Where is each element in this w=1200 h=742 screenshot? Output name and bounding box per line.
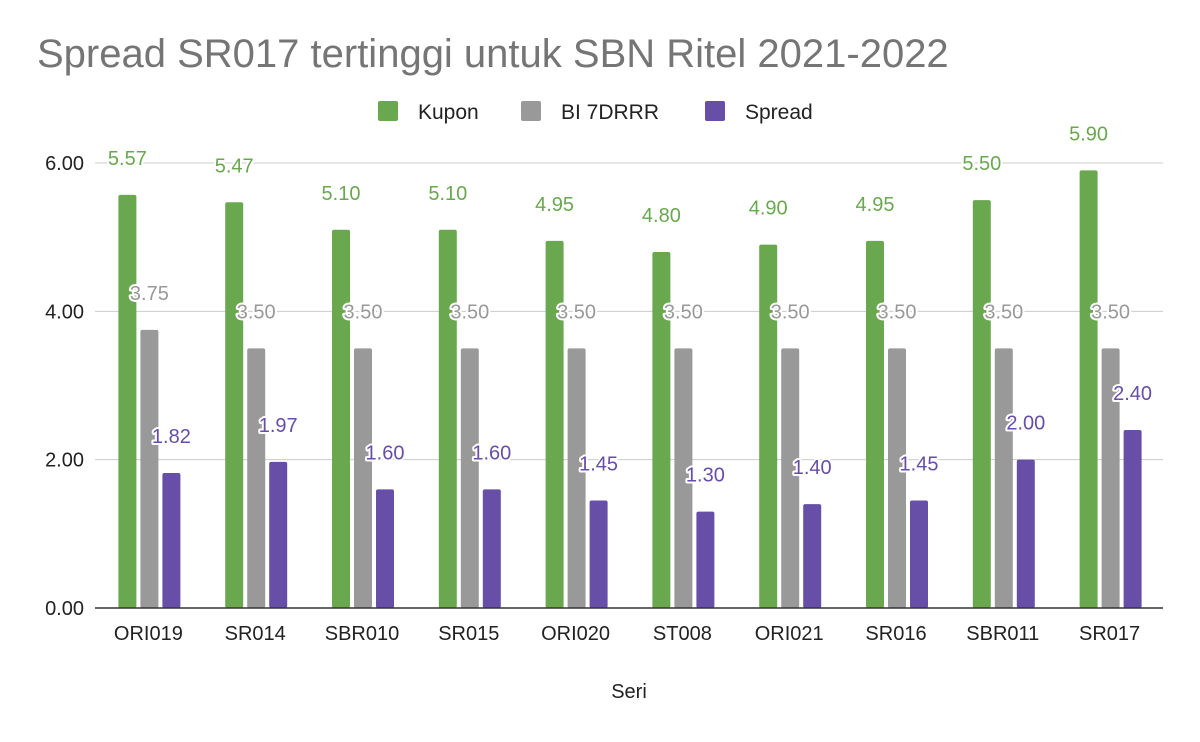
bar-bi-7drrr bbox=[247, 348, 266, 608]
y-tick-label: 0.00 bbox=[45, 598, 84, 620]
chart-title: Spread SR017 tertinggi untuk SBN Ritel 2… bbox=[37, 32, 949, 76]
x-tick-label: SBR011 bbox=[966, 623, 1039, 645]
data-label: 1.40 bbox=[793, 457, 832, 479]
data-label: 1.82 bbox=[152, 426, 191, 448]
bar-kupon bbox=[225, 202, 244, 608]
bar-spread bbox=[803, 504, 822, 608]
data-label: 1.60 bbox=[366, 442, 405, 464]
bar-bi-7drrr bbox=[1101, 348, 1120, 608]
bar-kupon bbox=[866, 240, 884, 608]
data-label: 3.50 bbox=[237, 301, 276, 323]
legend-label: Spread bbox=[745, 101, 813, 124]
legend-swatch bbox=[705, 101, 725, 121]
bar-kupon bbox=[332, 229, 350, 608]
legend-label: BI 7DRRR bbox=[561, 101, 659, 124]
bar-kupon bbox=[972, 200, 991, 609]
data-label: 2.00 bbox=[1006, 413, 1045, 435]
data-label: 4.95 bbox=[856, 194, 895, 216]
data-label: 4.90 bbox=[749, 198, 788, 220]
bar-spread bbox=[1123, 430, 1142, 608]
data-label: 3.50 bbox=[878, 301, 917, 323]
bar-bi-7drrr bbox=[460, 348, 479, 608]
bar-spread bbox=[696, 511, 715, 608]
bar-bi-7drrr bbox=[994, 348, 1013, 608]
data-label: 3.50 bbox=[344, 301, 383, 323]
bar-bi-7drrr bbox=[674, 348, 693, 608]
bar-bi-7drrr bbox=[140, 329, 159, 608]
x-tick-label: ORI021 bbox=[755, 623, 824, 645]
data-label: 5.90 bbox=[1069, 123, 1108, 145]
bar-kupon bbox=[759, 244, 778, 609]
legend-swatch bbox=[521, 101, 541, 121]
x-tick-label: ORI019 bbox=[114, 623, 183, 645]
x-tick-label: ORI020 bbox=[541, 623, 610, 645]
data-label: 3.50 bbox=[1091, 301, 1130, 323]
bar-bi-7drrr bbox=[888, 348, 906, 608]
y-tick-label: 4.00 bbox=[45, 301, 84, 323]
data-label: 5.50 bbox=[962, 153, 1001, 175]
x-tick-label: SBR010 bbox=[325, 623, 400, 645]
data-label: 3.50 bbox=[771, 301, 810, 323]
bar-kupon bbox=[652, 252, 671, 608]
bar-kupon bbox=[438, 229, 457, 608]
data-label: 5.57 bbox=[108, 148, 147, 170]
y-tick-label: 6.00 bbox=[45, 153, 84, 175]
data-label: 1.45 bbox=[579, 453, 618, 475]
y-tick-label: 2.00 bbox=[45, 450, 84, 472]
data-label: 4.95 bbox=[535, 194, 574, 216]
data-label: 4.80 bbox=[642, 205, 681, 227]
bar-bi-7drrr bbox=[781, 348, 800, 608]
data-label: 3.50 bbox=[557, 301, 596, 323]
x-axis-title: Seri bbox=[611, 681, 647, 703]
data-label: 2.40 bbox=[1113, 383, 1152, 405]
x-tick-label: SR014 bbox=[225, 623, 286, 645]
data-label: 3.50 bbox=[450, 301, 489, 323]
bar-bi-7drrr bbox=[354, 348, 372, 608]
data-label: 5.47 bbox=[215, 155, 254, 177]
data-label: 3.50 bbox=[984, 301, 1023, 323]
legend-swatch bbox=[378, 101, 398, 121]
bar-spread bbox=[376, 489, 394, 608]
x-tick-label: ST008 bbox=[653, 623, 712, 645]
bar-kupon bbox=[1079, 170, 1098, 608]
bar-spread bbox=[482, 489, 501, 608]
bar-bi-7drrr bbox=[567, 348, 586, 608]
data-label: 1.30 bbox=[686, 465, 725, 487]
bar-spread bbox=[910, 500, 928, 608]
data-label: 5.10 bbox=[428, 183, 467, 205]
legend-label: Kupon bbox=[418, 101, 479, 124]
data-label: 1.45 bbox=[900, 453, 939, 475]
bar-spread bbox=[162, 473, 181, 608]
bar-spread bbox=[589, 500, 608, 608]
bar-spread bbox=[269, 461, 288, 608]
data-label: 1.97 bbox=[259, 415, 298, 437]
bar-kupon bbox=[118, 194, 137, 608]
x-tick-label: SR017 bbox=[1079, 623, 1140, 645]
data-label: 1.60 bbox=[472, 442, 511, 464]
bar-kupon bbox=[545, 240, 564, 608]
x-tick-label: SR016 bbox=[865, 623, 926, 645]
data-label: 5.10 bbox=[322, 183, 361, 205]
bar-spread bbox=[1016, 459, 1035, 608]
data-label: 3.50 bbox=[664, 301, 703, 323]
x-tick-label: SR015 bbox=[438, 623, 499, 645]
data-label: 3.75 bbox=[130, 283, 169, 305]
